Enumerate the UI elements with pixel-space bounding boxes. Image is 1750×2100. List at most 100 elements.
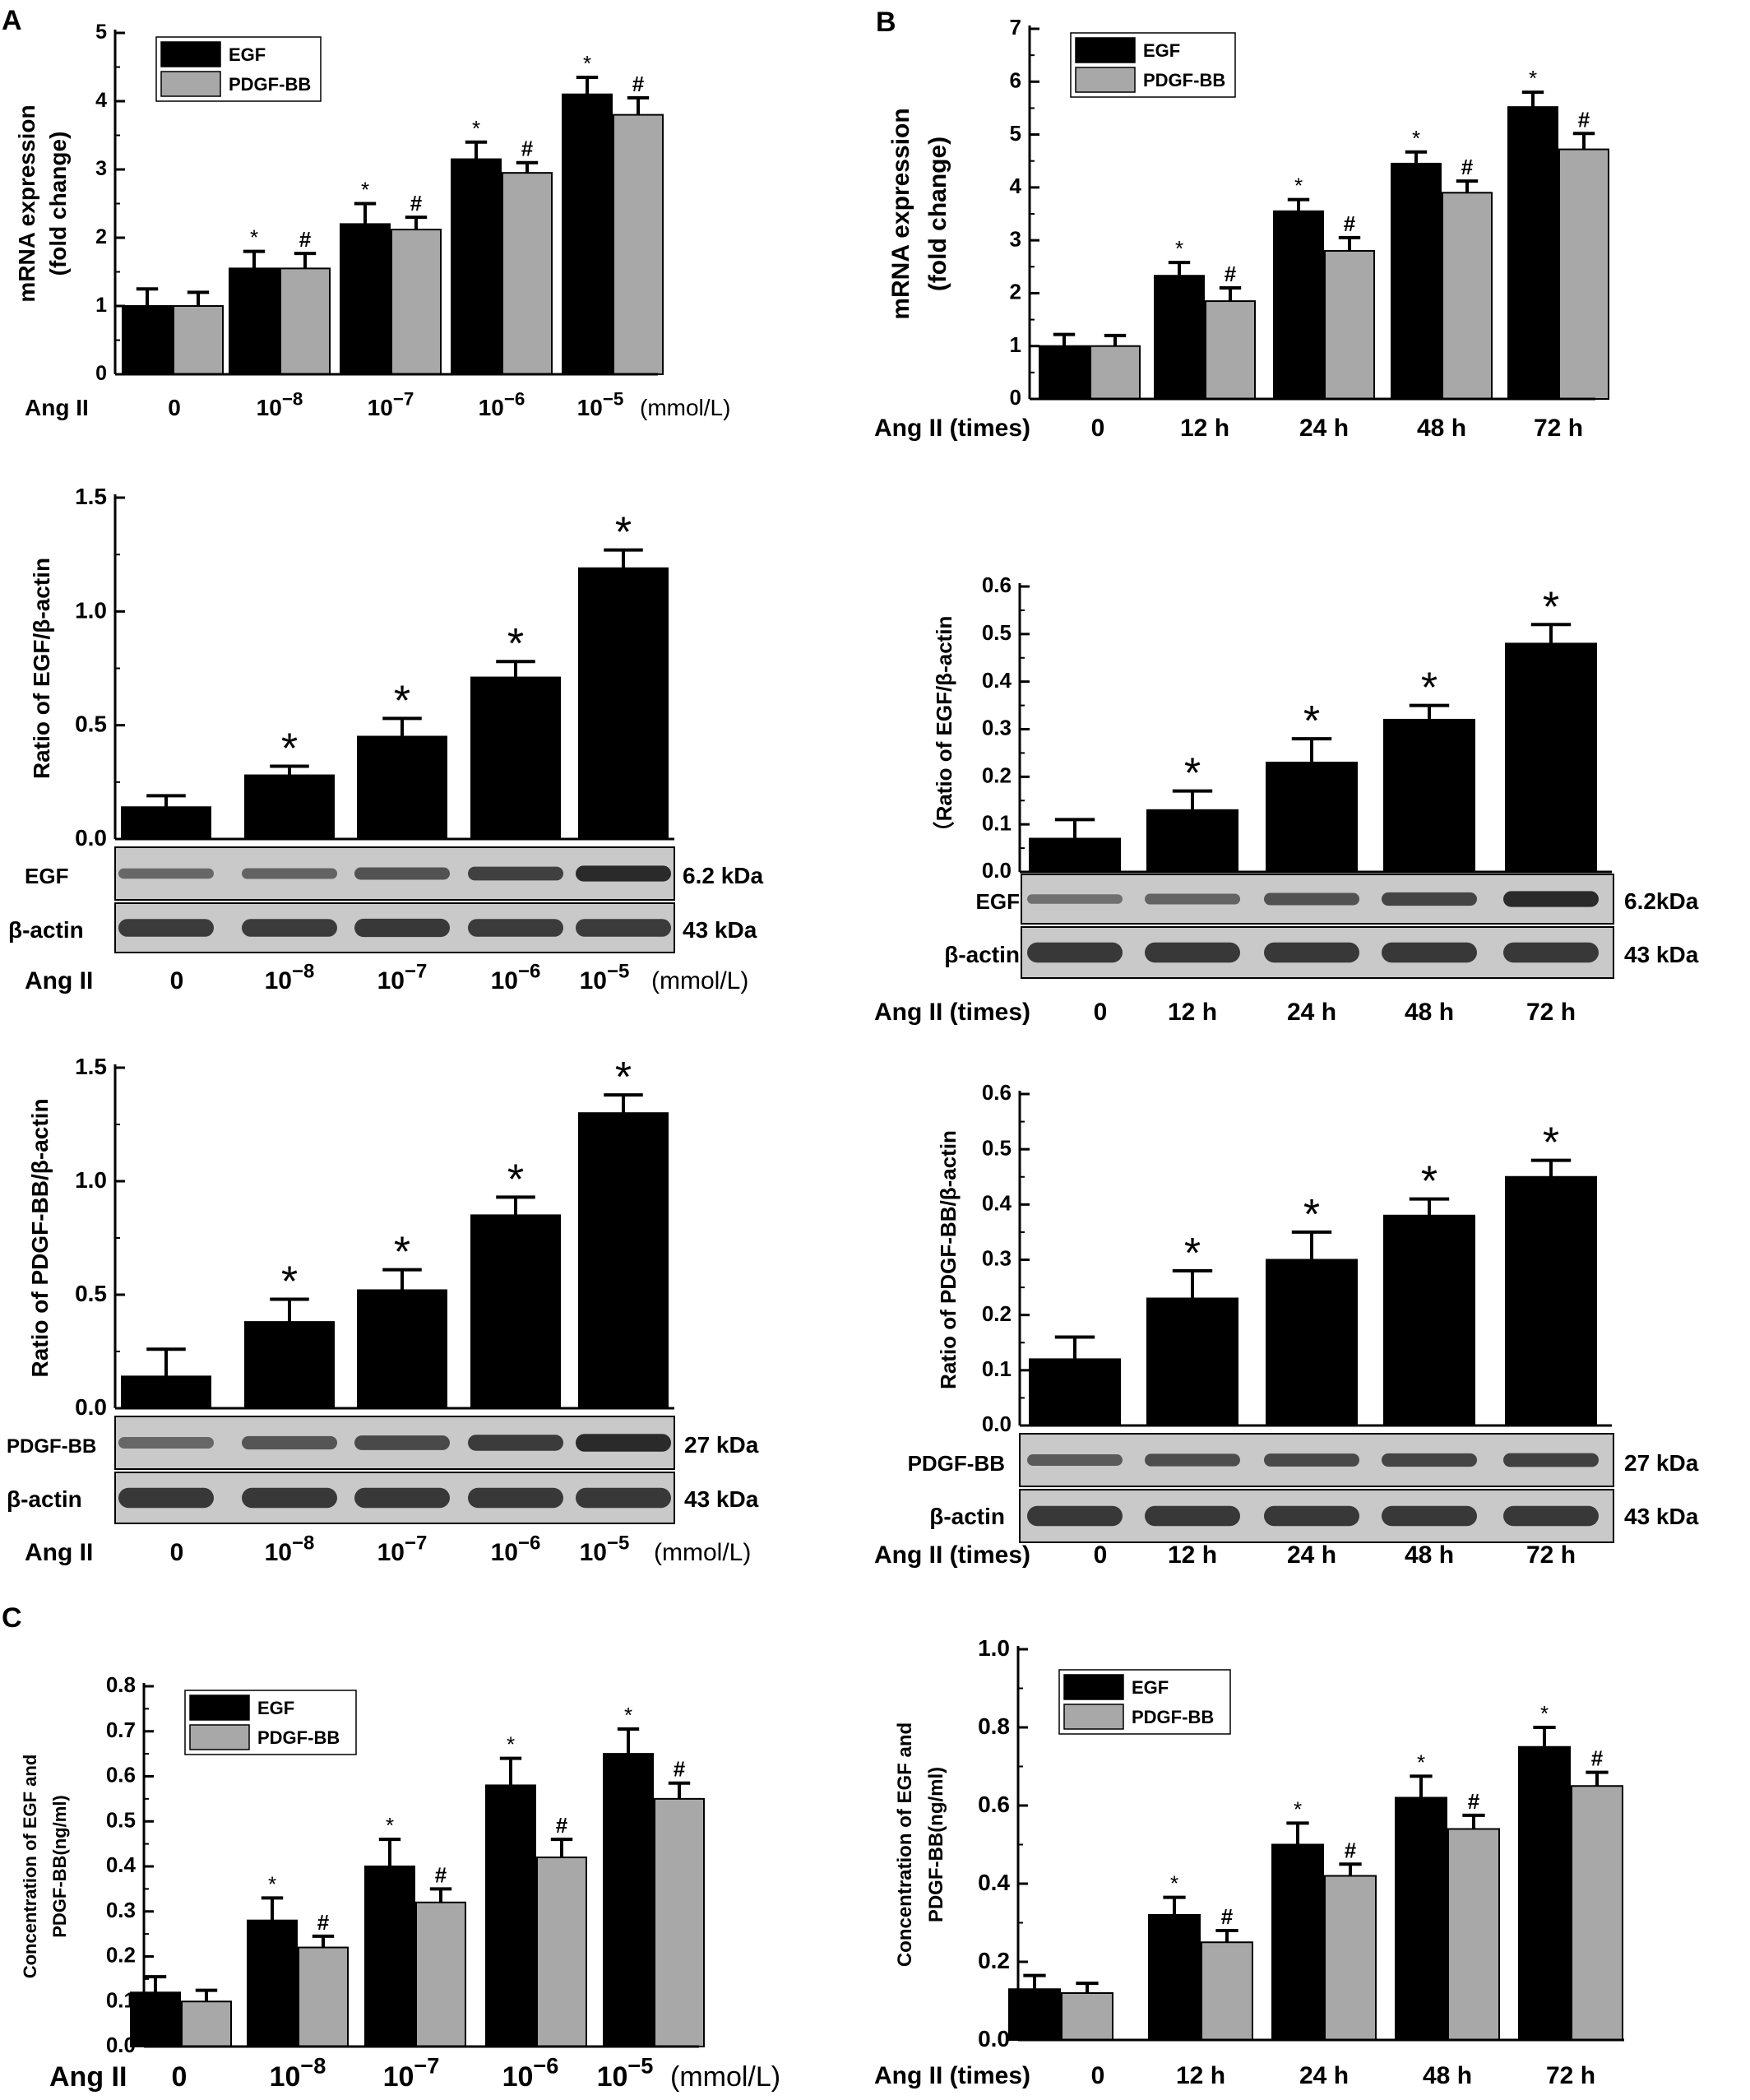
significance-mark: * — [507, 1156, 524, 1203]
significance-mark: # — [1591, 1746, 1604, 1771]
x-tick-label: 10−5 — [597, 2053, 654, 2093]
blot-label-actin-b: β-actin — [944, 942, 1020, 967]
significance-mark: * — [1417, 1750, 1425, 1774]
y-tick-label: 0.0 — [982, 1412, 1012, 1436]
bar — [181, 2000, 232, 2047]
x-tick-label: 12 h — [1168, 1541, 1217, 1569]
bar — [470, 1214, 561, 1410]
x-tick-label: 10−7 — [377, 961, 428, 995]
x-axis-prefix: Ang II — [25, 395, 89, 420]
bar — [1324, 1875, 1377, 2041]
bar — [121, 1375, 211, 1409]
x-tick-label: 24 h — [1299, 2062, 1349, 2089]
significance-mark: * — [1294, 174, 1303, 198]
legend-swatch — [189, 1724, 250, 1750]
bar — [1029, 1358, 1121, 1427]
y-tick-label: 0.1 — [106, 1987, 136, 2012]
bar — [357, 735, 447, 840]
y-tick-label: 7 — [1010, 15, 1021, 39]
y-tick-label: 3 — [95, 157, 107, 180]
significance-mark: # — [435, 1862, 447, 1887]
significance-mark: # — [1221, 1904, 1234, 1929]
bar — [578, 567, 669, 840]
bar — [280, 267, 331, 375]
blot-band — [1382, 892, 1477, 906]
y-axis-label: Ratio of PDGF-BB/β-actin — [27, 1098, 53, 1377]
y-tick-label: 0.4 — [978, 1870, 1010, 1895]
x-tick-label: 10−8 — [265, 961, 315, 995]
chart-b1: * * * * # # # #0 1 2 3 4 5 6 7 mRNA expression (fold cha… — [887, 15, 1609, 410]
y-tick-label: 0.1 — [982, 810, 1012, 835]
y-tick-label: 4 — [95, 89, 107, 112]
bar — [1154, 275, 1205, 401]
significance-mark: * — [1543, 1120, 1559, 1167]
x-tick-label: 10−6 — [491, 1532, 541, 1567]
x-axis-prefix: Ang II — [25, 1539, 93, 1566]
x-axis-prefix: Ang II — [49, 2061, 127, 2093]
significance-mark: * — [1175, 236, 1183, 261]
significance-mark: # — [299, 227, 312, 252]
significance-mark: # — [521, 137, 534, 161]
significance-mark: # — [1225, 262, 1237, 286]
significance-mark: * — [1303, 1191, 1320, 1239]
bar — [613, 114, 664, 375]
y-tick-label: 0.3 — [106, 1898, 136, 1922]
blot-label-pdgf: PDGF-BB — [7, 1435, 96, 1458]
blot-actin-pdgf-a — [114, 1472, 675, 1524]
blot-label-pdgf-b: PDGF-BB — [908, 1451, 1005, 1476]
significance-mark: * — [281, 725, 298, 772]
blot-band — [468, 1435, 563, 1451]
legend-swatch — [1063, 1674, 1124, 1700]
bar — [451, 158, 502, 376]
bar — [357, 1289, 447, 1409]
blot-band — [1145, 1505, 1240, 1527]
y-tick-label: 6 — [1010, 67, 1021, 92]
significance-mark: * — [1412, 126, 1420, 151]
blot-band — [1145, 893, 1240, 905]
significance-mark: * — [281, 1259, 298, 1306]
blot-band — [576, 865, 671, 882]
significance-mark: # — [410, 191, 423, 216]
significance-mark: # — [1468, 1789, 1480, 1814]
blot-band — [1027, 1454, 1123, 1466]
significance-mark: * — [394, 677, 410, 725]
y-axis-label: Ratio of EGF/β-actin — [29, 558, 54, 779]
blot-band — [242, 919, 337, 937]
y-axis-label: Ratio of PDGF-BB/β-actin — [936, 1130, 961, 1389]
y-tick-label: 0.4 — [982, 1191, 1012, 1216]
x-axis-unit: (mmol/L) — [654, 1539, 751, 1566]
significance-mark: * — [1184, 1230, 1201, 1277]
legend-label: PDGF-BB — [257, 1727, 340, 1748]
blot-kda-egf-b: 6.2kDa — [1624, 888, 1699, 914]
x-tick-label: 0 — [172, 2061, 188, 2093]
y-tick-label: 0.0 — [75, 1394, 107, 1420]
legend-label: EGF — [229, 44, 266, 65]
y-axis-label: (fold change) — [924, 137, 951, 291]
bar — [1266, 761, 1358, 873]
x-axis-b3: Ang II (times) 0 12 h 24 h 48 h 72 h — [874, 1541, 1576, 1569]
blot-band — [242, 1435, 337, 1450]
bar — [578, 1112, 669, 1409]
blot-band — [468, 1487, 563, 1509]
blot-band — [1503, 891, 1599, 907]
x-tick-label: 0 — [170, 967, 184, 994]
y-tick-label: 0.6 — [106, 1763, 136, 1787]
bar — [1391, 162, 1442, 401]
x-axis-prefix: Ang II (times) — [874, 999, 1030, 1026]
bar — [121, 806, 211, 840]
x-tick-label: 72 h — [1526, 1541, 1576, 1569]
legend-swatch — [160, 71, 221, 97]
x-tick-label: 0 — [1094, 1541, 1108, 1569]
y-tick-label: 0.4 — [106, 1852, 137, 1877]
bar — [229, 267, 280, 375]
y-tick-label: 0.2 — [106, 1943, 136, 1968]
bar — [1090, 345, 1141, 401]
blot-egf-b — [1021, 874, 1614, 925]
blot-band — [354, 867, 450, 880]
bar — [654, 1797, 705, 2047]
blot-band — [1264, 1453, 1359, 1467]
bar — [502, 172, 553, 375]
x-axis-b2: Ang II (times) 0 12 h 24 h 48 h 72 h — [874, 999, 1576, 1026]
legend-label: EGF — [1143, 40, 1180, 61]
